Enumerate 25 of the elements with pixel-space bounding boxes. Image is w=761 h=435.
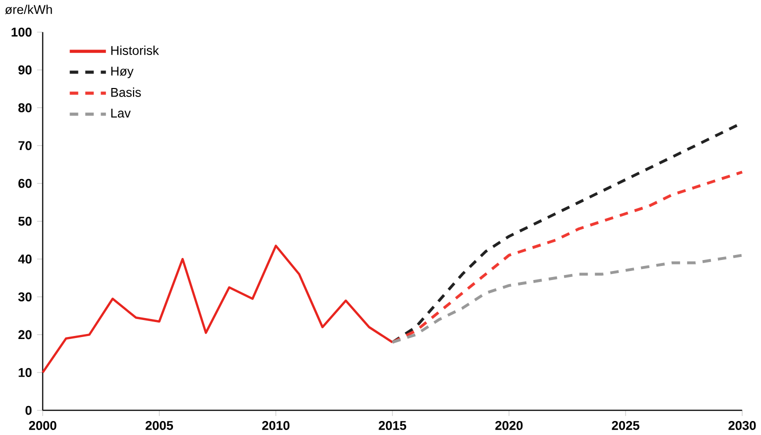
y-tick-label: 90: [18, 66, 32, 75]
y-tick-label: 70: [18, 141, 32, 150]
line-series: [42, 244, 394, 374]
y-tick-label: 10: [18, 368, 32, 378]
y-tick-label: 20: [18, 330, 32, 340]
y-tick-label: 0: [26, 406, 32, 415]
x-tick-label: 2005: [146, 421, 174, 430]
legend-label: Høy: [111, 66, 134, 78]
legend-label: Basis: [111, 88, 141, 98]
y-tick-label: 100: [12, 28, 32, 37]
y-tick-label: 40: [18, 254, 32, 264]
y-tick-label: 50: [18, 216, 32, 226]
y-tick-label: 60: [18, 179, 32, 188]
legend-label: Historisk: [111, 46, 159, 56]
line-series: [391, 254, 744, 344]
y-tick-label: 30: [18, 292, 32, 302]
x-tick-label: 2010: [262, 421, 290, 430]
x-tick-label: 2030: [728, 421, 756, 430]
x-tick-label: 2015: [378, 421, 406, 430]
x-tick-label: 2025: [612, 421, 640, 430]
x-tick-label: 2020: [495, 421, 523, 430]
legend-label: Lav: [111, 108, 131, 118]
y-axis-title: øre/kWh: [4, 4, 52, 14]
x-tick-label: 2000: [29, 421, 56, 430]
y-tick-label: 80: [18, 103, 32, 112]
